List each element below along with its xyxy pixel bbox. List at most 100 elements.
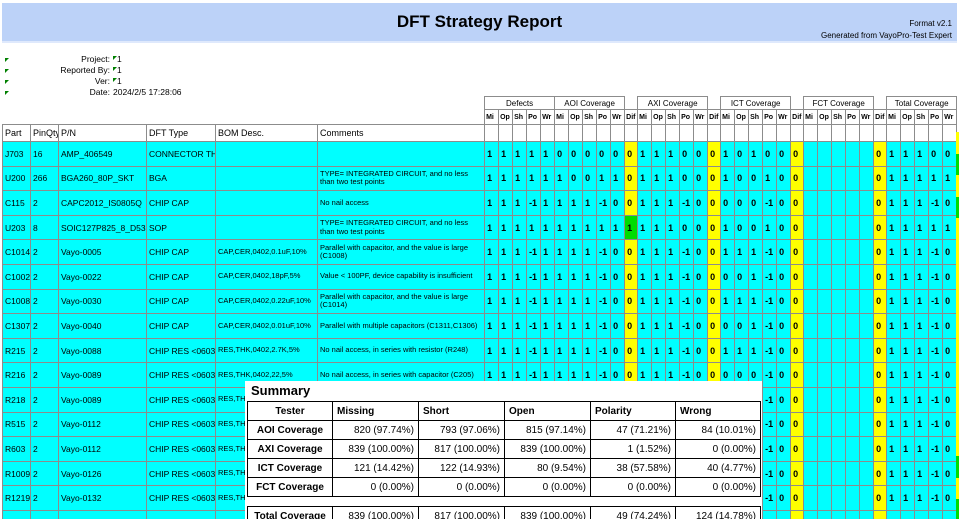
coverage-cell[interactable]: 1 [484,214,500,241]
dif-cell[interactable]: 0 [790,509,805,519]
coverage-cell[interactable]: 1 [651,263,667,290]
coverage-cell[interactable]: 1 [651,190,667,216]
coverage-cell[interactable]: 1 [665,239,681,265]
coverage-cell[interactable]: 1 [637,190,653,216]
dif-cell[interactable]: 0 [873,165,888,192]
dif-cell[interactable]: 0 [790,214,805,241]
coverage-cell[interactable]: 0 [568,141,584,167]
coverage-cell[interactable] [817,509,833,519]
part-cell[interactable]: C1307 [2,313,31,339]
dif-cell[interactable]: 0 [873,141,888,167]
coverage-cell[interactable]: -1 [526,263,542,290]
dft-type-cell[interactable]: CHIP RES <0603 [146,460,216,487]
coverage-cell[interactable] [831,411,847,438]
coverage-cell[interactable] [859,165,875,192]
pn-cell[interactable]: CAPC2012_IS0805Q [58,190,147,216]
coverage-cell[interactable]: 1 [540,190,556,216]
pinqty-cell[interactable]: 2 [30,509,59,519]
coverage-cell[interactable] [859,411,875,438]
pn-cell[interactable]: Vayo-0040 [58,313,147,339]
coverage-cell[interactable]: 1 [498,190,514,216]
coverage-cell[interactable] [817,141,833,167]
dft-type-cell[interactable]: CHIP RES <0603 [146,485,216,511]
part-cell[interactable]: R215 [2,337,31,364]
coverage-cell[interactable]: 1 [886,214,902,241]
coverage-cell[interactable] [803,313,819,339]
pinqty-cell[interactable]: 266 [30,165,59,192]
dif-cell[interactable]: 0 [790,460,805,487]
coverage-cell[interactable]: 0 [748,214,764,241]
dif-cell[interactable]: 0 [624,313,639,339]
coverage-cell[interactable]: 1 [568,263,584,290]
comments-cell[interactable]: No nail access [316,190,486,216]
coverage-cell[interactable]: 0 [734,214,750,241]
coverage-cell[interactable] [845,362,861,388]
coverage-cell[interactable]: 1 [637,288,653,315]
coverage-cell[interactable]: 0 [720,263,736,290]
coverage-cell[interactable] [845,386,861,413]
coverage-cell[interactable] [845,485,861,511]
coverage-cell[interactable] [803,141,819,167]
pn-cell[interactable]: Vayo-0030 [58,288,147,315]
coverage-cell[interactable]: -1 [928,436,944,462]
coverage-cell[interactable]: 1 [914,386,930,413]
coverage-cell[interactable]: 1 [540,288,556,315]
pn-cell[interactable]: Vayo-0088 [58,337,147,364]
pinqty-cell[interactable]: 2 [30,386,59,413]
coverage-cell[interactable]: -1 [762,263,778,290]
coverage-cell[interactable]: 1 [651,141,667,167]
coverage-cell[interactable]: 1 [886,411,902,438]
coverage-cell[interactable]: 1 [886,337,902,364]
coverage-cell[interactable]: 1 [568,214,584,241]
pinqty-cell[interactable]: 2 [30,436,59,462]
coverage-cell[interactable]: -1 [928,313,944,339]
coverage-cell[interactable]: 0 [610,239,626,265]
coverage-cell[interactable]: 0 [720,313,736,339]
bom-desc-cell[interactable]: RES,THK,0402,2.7K,5% [215,337,318,364]
coverage-cell[interactable] [845,239,861,265]
pn-cell[interactable]: Vayo-0157 [58,509,147,519]
comments-cell[interactable]: Parallel with capacitor, and the value i… [316,239,486,265]
coverage-cell[interactable]: 0 [942,141,958,167]
coverage-cell[interactable]: 1 [540,263,556,290]
coverage-cell[interactable]: 0 [776,386,792,413]
pn-cell[interactable]: Vayo-0112 [58,411,147,438]
coverage-cell[interactable] [859,190,875,216]
coverage-cell[interactable]: 1 [512,165,528,192]
dif-cell[interactable]: 0 [790,485,805,511]
dif-cell[interactable]: 0 [790,386,805,413]
coverage-cell[interactable]: 1 [540,165,556,192]
coverage-cell[interactable] [831,485,847,511]
coverage-cell[interactable]: -1 [928,239,944,265]
coverage-cell[interactable]: 0 [776,509,792,519]
coverage-cell[interactable]: -1 [526,190,542,216]
coverage-cell[interactable] [831,288,847,315]
coverage-cell[interactable]: 1 [942,509,958,519]
coverage-cell[interactable]: 1 [886,313,902,339]
coverage-cell[interactable]: 1 [540,337,556,364]
pinqty-cell[interactable]: 2 [30,190,59,216]
coverage-cell[interactable]: 1 [748,263,764,290]
coverage-cell[interactable] [817,214,833,241]
coverage-cell[interactable]: 1 [498,337,514,364]
coverage-cell[interactable]: 1 [886,288,902,315]
pinqty-cell[interactable]: 2 [30,362,59,388]
coverage-cell[interactable] [831,509,847,519]
coverage-cell[interactable]: 1 [582,288,598,315]
bom-desc-cell[interactable]: CAP,CER,0402,0.1uF,10% [215,239,318,265]
coverage-cell[interactable] [845,313,861,339]
coverage-cell[interactable] [845,263,861,290]
coverage-cell[interactable]: -1 [679,337,695,364]
coverage-cell[interactable]: -1 [679,190,695,216]
coverage-cell[interactable]: 1 [484,313,500,339]
coverage-cell[interactable]: 1 [554,337,570,364]
coverage-cell[interactable]: 1 [928,214,944,241]
coverage-cell[interactable]: 1 [665,190,681,216]
coverage-cell[interactable]: 0 [762,141,778,167]
dif-cell[interactable]: 0 [790,239,805,265]
coverage-cell[interactable]: 0 [568,165,584,192]
coverage-cell[interactable] [859,288,875,315]
coverage-cell[interactable]: 1 [554,165,570,192]
coverage-cell[interactable] [803,263,819,290]
coverage-cell[interactable]: 1 [596,214,612,241]
